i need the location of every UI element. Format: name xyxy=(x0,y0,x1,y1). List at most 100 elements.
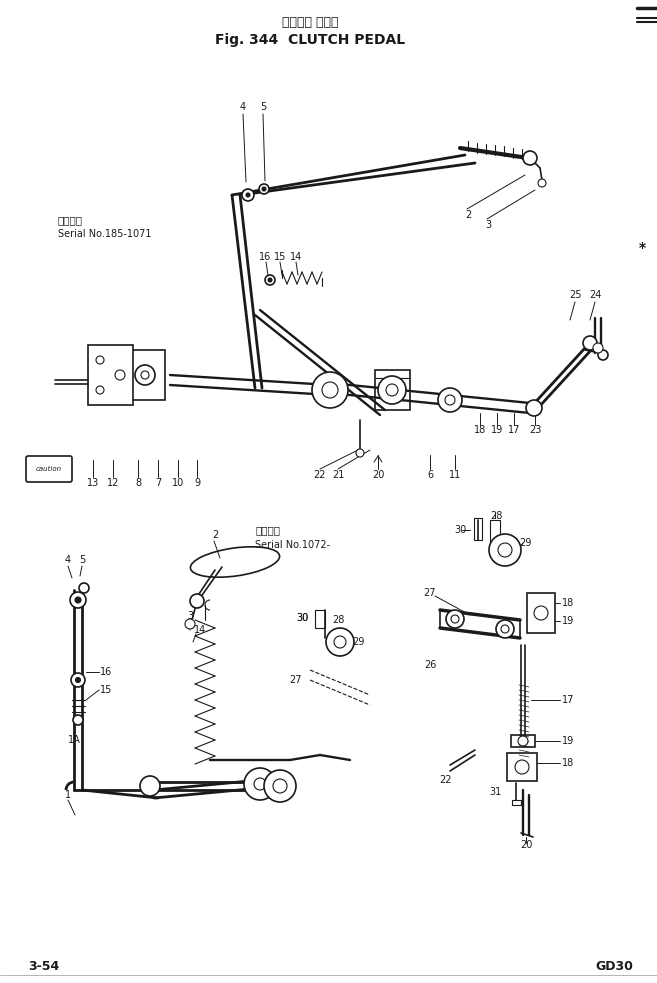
Text: 28: 28 xyxy=(332,615,344,625)
Text: 31: 31 xyxy=(489,787,501,797)
Circle shape xyxy=(96,386,104,394)
Circle shape xyxy=(259,184,269,194)
Circle shape xyxy=(438,388,462,412)
Text: 18: 18 xyxy=(562,758,574,768)
Text: 18: 18 xyxy=(562,598,574,608)
Circle shape xyxy=(244,768,276,800)
Text: 17: 17 xyxy=(562,695,574,705)
Circle shape xyxy=(246,193,250,197)
Text: 8: 8 xyxy=(135,478,141,488)
Circle shape xyxy=(515,760,529,774)
Circle shape xyxy=(115,370,125,380)
Text: 23: 23 xyxy=(529,425,541,435)
Text: 5: 5 xyxy=(260,102,266,112)
Text: 13: 13 xyxy=(87,478,99,488)
Circle shape xyxy=(489,534,521,566)
Circle shape xyxy=(265,275,275,285)
Circle shape xyxy=(326,628,354,656)
Text: 15: 15 xyxy=(100,685,112,695)
Text: 18: 18 xyxy=(474,425,486,435)
Circle shape xyxy=(446,610,464,628)
Text: 30: 30 xyxy=(296,613,308,623)
Bar xyxy=(512,800,521,805)
Text: 28: 28 xyxy=(490,511,502,521)
Bar xyxy=(490,520,500,542)
Circle shape xyxy=(583,336,597,350)
Circle shape xyxy=(264,770,296,802)
Circle shape xyxy=(501,625,509,633)
Text: 14: 14 xyxy=(194,625,206,635)
Text: 21: 21 xyxy=(332,470,344,480)
Text: 7: 7 xyxy=(155,478,161,488)
Circle shape xyxy=(254,778,266,790)
Text: クラッチ ペダル: クラッチ ペダル xyxy=(282,16,338,29)
Bar xyxy=(474,518,482,540)
Circle shape xyxy=(73,715,83,725)
Text: *: * xyxy=(639,241,646,255)
Circle shape xyxy=(140,776,160,796)
Text: 26: 26 xyxy=(424,660,436,670)
Text: 20: 20 xyxy=(520,840,532,850)
Circle shape xyxy=(135,365,155,385)
Circle shape xyxy=(242,189,254,201)
Bar xyxy=(511,735,535,747)
Text: 2: 2 xyxy=(465,210,471,220)
Text: 10: 10 xyxy=(172,478,184,488)
Circle shape xyxy=(141,371,149,379)
Circle shape xyxy=(76,677,81,682)
Circle shape xyxy=(538,179,546,187)
Text: 19: 19 xyxy=(562,616,574,626)
Circle shape xyxy=(262,187,266,191)
Text: 3: 3 xyxy=(187,611,193,621)
Text: 15: 15 xyxy=(274,252,286,262)
Text: 27: 27 xyxy=(288,675,302,685)
Circle shape xyxy=(378,376,406,404)
Bar xyxy=(315,610,325,628)
Circle shape xyxy=(386,384,398,396)
Circle shape xyxy=(518,736,528,746)
Circle shape xyxy=(598,350,608,360)
Text: 29: 29 xyxy=(519,538,532,548)
Circle shape xyxy=(70,592,86,608)
Circle shape xyxy=(322,382,338,398)
Text: 4: 4 xyxy=(240,102,246,112)
Circle shape xyxy=(334,636,346,648)
Text: 12: 12 xyxy=(107,478,119,488)
Circle shape xyxy=(79,583,89,593)
Text: 22: 22 xyxy=(314,470,327,480)
Text: 9: 9 xyxy=(194,478,200,488)
Text: 1A: 1A xyxy=(68,735,81,745)
Text: 19: 19 xyxy=(491,425,503,435)
Circle shape xyxy=(451,615,459,623)
Text: Serial No.1072-: Serial No.1072- xyxy=(255,540,330,550)
Circle shape xyxy=(356,449,364,457)
Circle shape xyxy=(75,597,81,603)
Circle shape xyxy=(185,619,195,629)
Text: 14: 14 xyxy=(290,252,302,262)
Circle shape xyxy=(190,594,204,608)
Circle shape xyxy=(71,673,85,687)
Circle shape xyxy=(523,151,537,165)
Text: 30: 30 xyxy=(454,525,466,535)
Text: 適用号機: 適用号機 xyxy=(255,525,280,535)
Text: 3-54: 3-54 xyxy=(28,959,59,972)
Text: caution: caution xyxy=(36,466,62,472)
FancyBboxPatch shape xyxy=(26,456,72,482)
Bar xyxy=(507,753,537,781)
Text: 6: 6 xyxy=(427,470,433,480)
Bar xyxy=(125,350,165,400)
Text: 20: 20 xyxy=(372,470,384,480)
Circle shape xyxy=(498,543,512,557)
Text: 3: 3 xyxy=(485,220,491,230)
Circle shape xyxy=(593,343,603,353)
Text: 適用号機: 適用号機 xyxy=(58,215,83,225)
Circle shape xyxy=(445,395,455,405)
Text: 2: 2 xyxy=(212,530,218,540)
Text: 25: 25 xyxy=(569,290,581,300)
Text: 16: 16 xyxy=(259,252,271,262)
Text: 11: 11 xyxy=(449,470,461,480)
Text: 17: 17 xyxy=(508,425,520,435)
Text: 30: 30 xyxy=(296,613,308,623)
Text: 24: 24 xyxy=(589,290,601,300)
Circle shape xyxy=(526,400,542,416)
